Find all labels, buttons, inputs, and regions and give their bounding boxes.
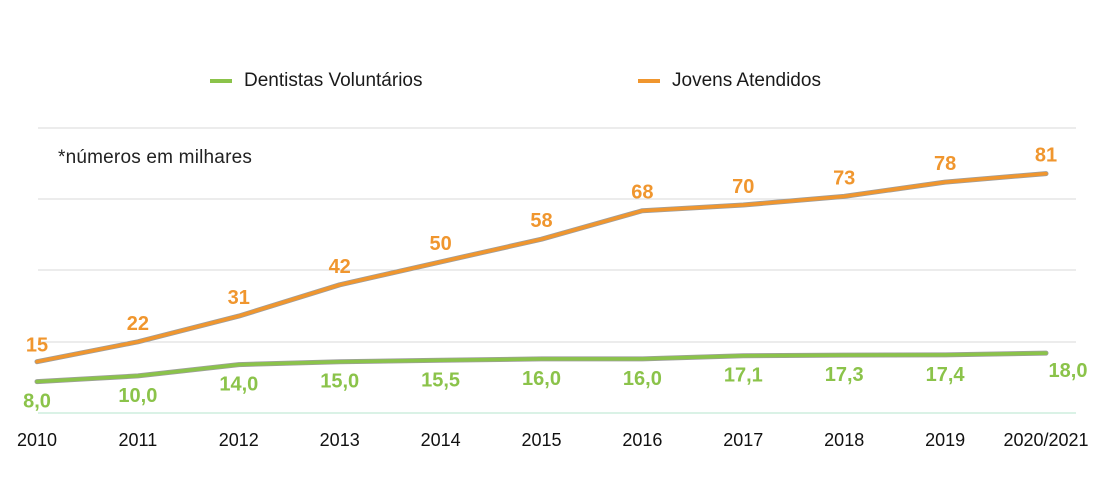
- x-tick-label: 2017: [723, 430, 763, 450]
- legend-item-jovens: Jovens Atendidos: [638, 70, 821, 92]
- data-label: 70: [732, 176, 754, 198]
- data-label: 58: [530, 210, 552, 232]
- data-label: 42: [329, 256, 351, 278]
- data-label: 50: [429, 233, 451, 255]
- data-label: 18,0: [1049, 360, 1088, 382]
- data-label: 31: [228, 287, 250, 309]
- data-label: 17,4: [926, 364, 966, 386]
- x-tick-label: 2018: [824, 430, 864, 450]
- data-label: 14,0: [219, 374, 258, 396]
- data-label: 22: [127, 313, 149, 335]
- data-label: 81: [1035, 145, 1057, 167]
- legend-label-jovens: Jovens Atendidos: [672, 70, 821, 91]
- data-label: 17,3: [825, 364, 864, 386]
- x-tick-label: 2014: [421, 430, 461, 450]
- x-tick-label: 2010: [17, 430, 57, 450]
- data-label: 8,0: [23, 391, 51, 413]
- data-label: 10,0: [118, 385, 157, 407]
- data-label: 68: [631, 182, 653, 204]
- legend-swatch-jovens: [638, 79, 660, 83]
- data-label: 15,0: [320, 371, 359, 393]
- legend-item-dentistas: Dentistas Voluntários: [210, 70, 423, 92]
- series-shadow-1: [34, 171, 1049, 365]
- data-label: 16,0: [623, 368, 662, 390]
- legend-label-dentistas: Dentistas Voluntários: [244, 70, 423, 91]
- x-tick-label: 2013: [320, 430, 360, 450]
- data-label: 17,1: [724, 365, 763, 387]
- x-tick-label: 2020/2021: [1003, 430, 1088, 450]
- data-label: 78: [934, 153, 956, 175]
- x-tick-label: 2011: [119, 430, 158, 450]
- series-line-1: [35, 171, 1048, 364]
- x-tick-label: 2015: [521, 430, 561, 450]
- legend-swatch-dentistas: [210, 79, 232, 83]
- x-tick-label: 2016: [622, 430, 662, 450]
- data-label: 73: [833, 167, 855, 189]
- data-label: 15: [26, 335, 48, 357]
- units-note: *números em milhares: [58, 147, 253, 168]
- x-tick-label: 2019: [925, 430, 965, 450]
- data-label: 16,0: [522, 368, 561, 390]
- x-tick-label: 2012: [219, 430, 259, 450]
- data-label: 15,5: [421, 369, 460, 391]
